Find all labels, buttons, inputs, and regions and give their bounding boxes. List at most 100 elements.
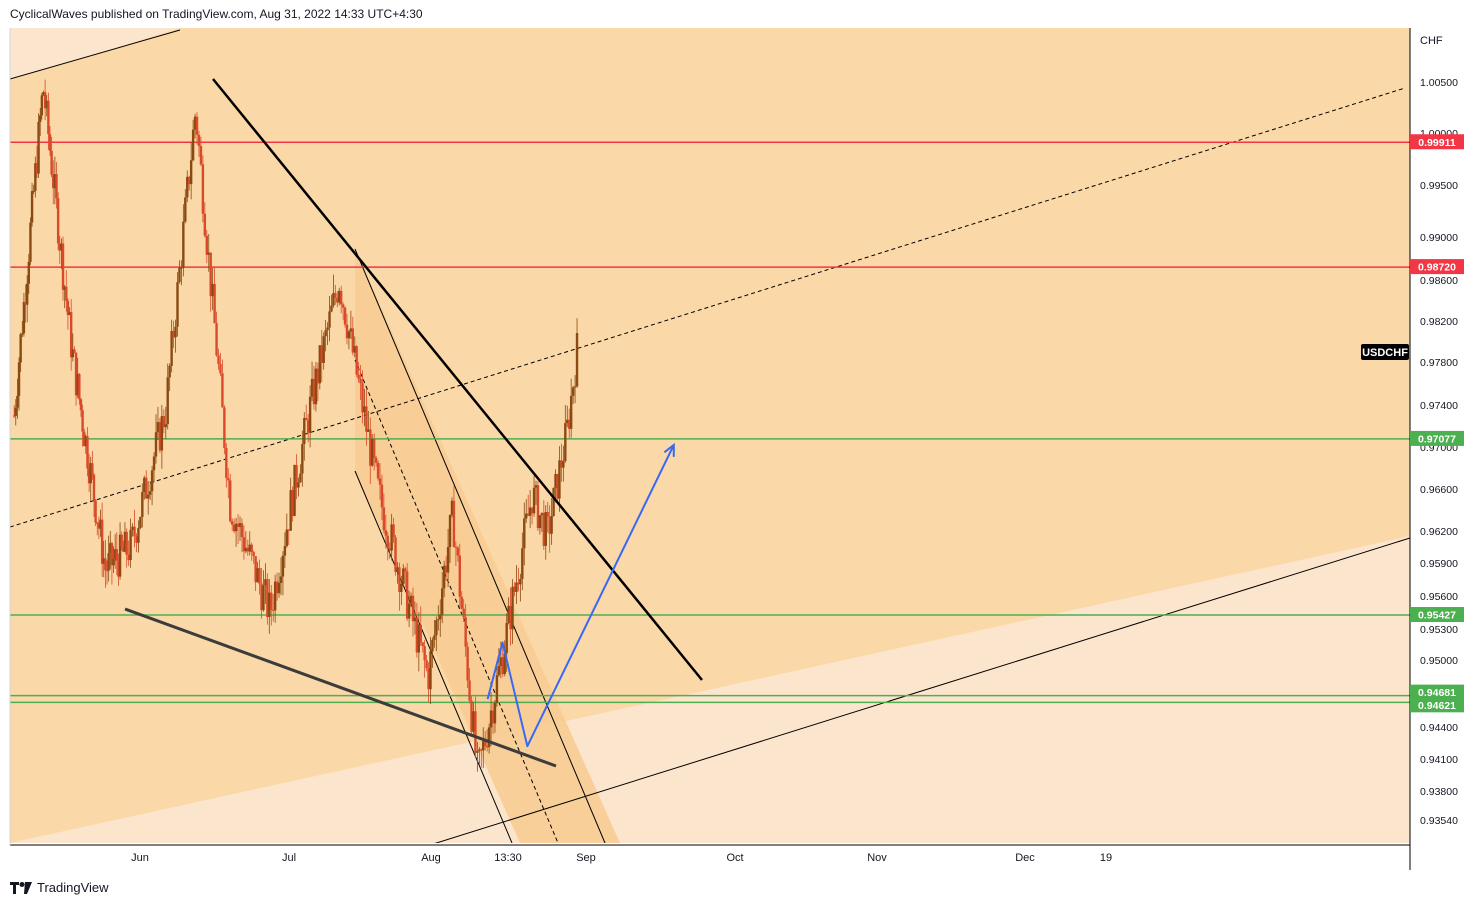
candle-body — [102, 558, 105, 564]
candle-body — [505, 622, 508, 654]
candle-body — [105, 570, 109, 572]
candle-body — [211, 283, 214, 297]
candle-body — [503, 653, 506, 675]
candle-body — [359, 378, 362, 384]
candle-body — [566, 419, 569, 424]
candle-body — [509, 605, 512, 630]
candle-body — [207, 252, 210, 255]
candle-body — [166, 377, 169, 425]
candle-body — [482, 741, 485, 751]
candle-body — [343, 307, 347, 325]
candle-body — [499, 657, 503, 667]
price-label-0: 0.99911 — [1418, 137, 1456, 149]
candle-body — [283, 546, 287, 556]
candle-body — [417, 624, 421, 653]
candle-body — [525, 513, 528, 519]
candle-body — [439, 614, 442, 620]
candle-body — [448, 514, 452, 548]
candle-body — [234, 523, 238, 532]
x-tick-4: Sep — [576, 852, 596, 864]
candle-body — [427, 668, 430, 690]
candle-body — [485, 745, 489, 748]
candle-body — [209, 252, 212, 297]
candle-body — [158, 422, 162, 451]
candle-body — [314, 368, 318, 405]
downtrend-line — [212, 78, 703, 681]
candle-body — [133, 526, 136, 537]
candle-body — [326, 327, 329, 331]
candle-body — [34, 163, 37, 191]
candle-body — [538, 515, 542, 529]
candle-body — [22, 301, 26, 334]
candle-body — [322, 336, 325, 363]
y-tick-13: 0.95300 — [1420, 624, 1458, 636]
candle-body — [281, 555, 285, 577]
candle-body — [180, 267, 183, 269]
candle-body — [29, 222, 32, 262]
candle-body — [552, 487, 555, 517]
candle-body — [191, 129, 195, 161]
candle-body — [324, 330, 327, 337]
candle-body — [112, 558, 115, 566]
candle-body — [97, 523, 101, 529]
candle-body — [76, 373, 79, 396]
tradingview-footer[interactable]: TradingView — [10, 880, 109, 895]
candle-body — [390, 524, 393, 551]
candle-body — [254, 556, 257, 583]
candle-body — [429, 651, 432, 690]
candle-body — [332, 293, 335, 306]
candle-body — [125, 531, 128, 555]
candle-body — [562, 461, 565, 468]
candle-body — [201, 164, 205, 214]
candle-body — [431, 639, 434, 652]
x-tick-6: Nov — [867, 852, 887, 864]
candle-body — [12, 415, 16, 417]
candle-body — [123, 531, 127, 552]
candle-body — [19, 334, 22, 363]
candle-body — [131, 526, 134, 530]
candle-body — [376, 462, 380, 479]
candle-body — [260, 583, 263, 611]
candle-body — [554, 473, 557, 488]
candle-body — [232, 524, 236, 532]
candle-body — [113, 549, 117, 559]
candle-body — [495, 675, 499, 703]
candle-body — [122, 546, 125, 552]
candle-body — [91, 463, 94, 475]
candle-body — [146, 494, 150, 499]
candle-body — [513, 586, 516, 592]
candle-body — [476, 751, 479, 753]
candle-body — [308, 396, 312, 433]
price-label-bg-0 — [1410, 134, 1464, 150]
candle-body — [42, 92, 45, 96]
candle-body — [104, 558, 107, 571]
candle-body — [78, 373, 81, 400]
candle-body — [258, 568, 261, 584]
candle-body — [84, 436, 88, 447]
price-label-3: 0.95427 — [1418, 610, 1456, 622]
candle-body — [423, 646, 426, 661]
falling-channel-fill — [355, 249, 620, 843]
candle-body — [193, 116, 197, 130]
candle-body — [137, 527, 140, 543]
candle-body — [334, 293, 337, 298]
candle-body — [107, 553, 110, 571]
candle-body — [69, 312, 73, 358]
candle-body — [530, 507, 534, 514]
candle-body — [544, 512, 547, 546]
candle-body — [48, 134, 52, 151]
candle-body — [409, 595, 413, 604]
candle-body — [35, 163, 39, 174]
candle-body — [71, 349, 75, 358]
candle-body — [365, 406, 368, 432]
candle-body — [466, 646, 469, 681]
candle-body — [456, 547, 460, 556]
candle-body — [415, 617, 419, 653]
falling-channel-lower-line — [354, 470, 513, 843]
y-tick-12: 0.95600 — [1420, 591, 1458, 603]
y-tick-16: 0.94100 — [1420, 754, 1458, 766]
candle-body — [351, 328, 355, 353]
lower-wedge-line — [124, 607, 557, 768]
candle-body — [50, 150, 53, 175]
